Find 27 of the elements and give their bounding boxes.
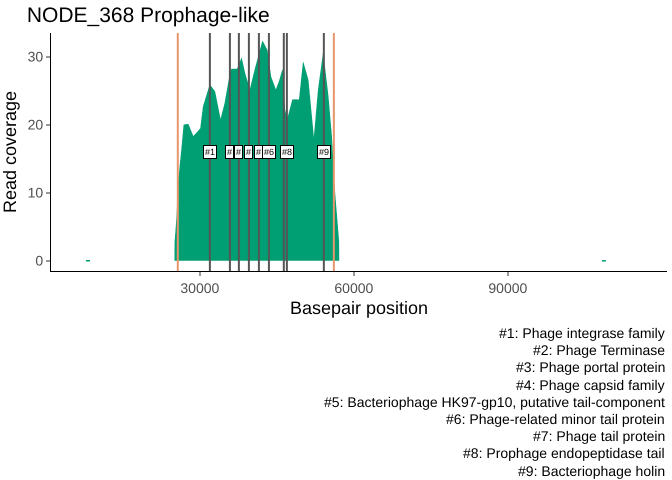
annotation: # bbox=[227, 147, 232, 157]
x-tick-label: 60000 bbox=[334, 280, 374, 296]
annotation: #1 bbox=[205, 147, 216, 157]
text: #9: Bacteriophage holin bbox=[518, 463, 666, 479]
annotation: # bbox=[246, 147, 252, 157]
annotation: # bbox=[256, 147, 262, 157]
x-tick-label: 30000 bbox=[180, 280, 220, 296]
text: #5: Bacteriophage HK97-gp10, putative tail-component bbox=[324, 394, 665, 410]
x-axis-title: Basepair position bbox=[290, 298, 428, 318]
text: #1: Phage integrase family bbox=[499, 325, 665, 341]
x-tick-label: 90000 bbox=[488, 280, 528, 296]
chart-title: NODE_368 Prophage-like bbox=[26, 4, 270, 27]
annotation: #9 bbox=[319, 147, 330, 157]
text: #4: Phage capsid family bbox=[516, 377, 665, 393]
annotation: #8 bbox=[282, 147, 292, 157]
annotation: # bbox=[236, 147, 242, 157]
y-tick-label: 0 bbox=[35, 252, 44, 269]
y-tick-label: 10 bbox=[28, 184, 44, 201]
y-tick-label: 30 bbox=[28, 48, 44, 65]
y-tick-label: 20 bbox=[28, 116, 44, 133]
text: #7: Phage tail protein bbox=[533, 428, 666, 444]
text: #8: Prophage endopeptidase tail bbox=[463, 445, 665, 461]
text: #3: Phage portal protein bbox=[516, 359, 666, 375]
annotation: #6 bbox=[264, 147, 274, 157]
text: #6: Phage-related minor tail protein bbox=[446, 411, 665, 427]
text: #2: Phage Terminase bbox=[533, 342, 666, 358]
y-axis-title: Read coverage bbox=[0, 90, 20, 214]
